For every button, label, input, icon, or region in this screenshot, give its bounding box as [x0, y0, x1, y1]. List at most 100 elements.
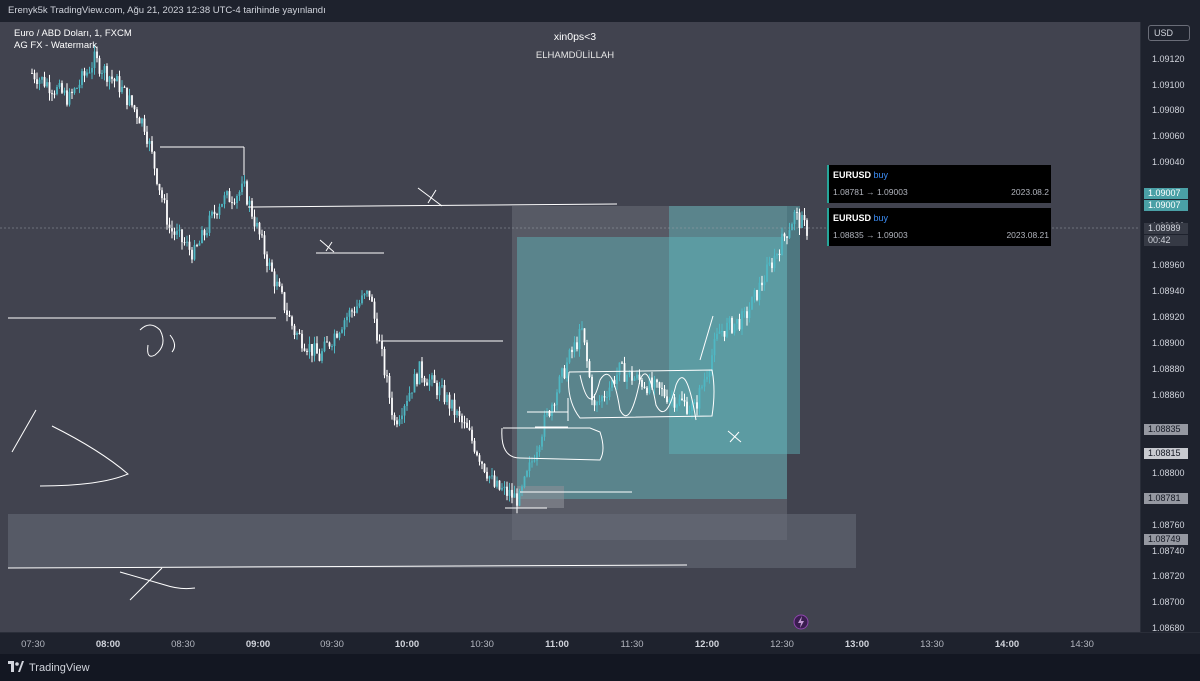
candle: [356, 306, 358, 313]
candle: [326, 341, 328, 343]
candle: [448, 394, 451, 409]
symbol-title[interactable]: Euro / ABD Doları, 1, FXCM: [14, 28, 132, 39]
candle: [428, 379, 431, 386]
candle: [106, 66, 108, 82]
price-tag: 1.08989: [1144, 223, 1188, 234]
price-axis[interactable]: [1140, 22, 1200, 632]
candle: [503, 486, 506, 489]
drawing-path: [11, 409, 37, 453]
position-card-2[interactable]: EURUSD buy 1.08835 → 1.09003 2023.08.21: [827, 208, 1051, 246]
candle: [246, 181, 248, 205]
candle: [446, 394, 448, 403]
price-label: 1.09080: [1152, 105, 1185, 115]
drawing-path: [39, 425, 129, 487]
lightning-bolt-icon: [798, 616, 804, 628]
candle: [548, 410, 551, 416]
candle: [91, 68, 93, 73]
time-label: 10:30: [470, 639, 494, 650]
price-label: 1.08720: [1152, 571, 1185, 581]
candle: [463, 422, 466, 424]
candle: [456, 410, 458, 416]
candle: [706, 376, 708, 380]
currency-button[interactable]: USD: [1148, 25, 1190, 41]
watermark-subtitle: ELHAMDÜLİLLAH: [535, 50, 615, 61]
candle: [213, 211, 216, 215]
candle: [161, 190, 163, 199]
candle: [781, 233, 783, 256]
tradingview-logo[interactable]: TradingView: [8, 661, 90, 674]
candle: [583, 328, 586, 343]
candle: [398, 419, 401, 425]
candle: [551, 404, 553, 416]
candle: [786, 236, 788, 238]
position-card-prices: 1.08835 → 1.09003: [833, 230, 908, 240]
candle: [226, 191, 228, 196]
candle: [331, 346, 333, 348]
chart-canvas[interactable]: [0, 0, 1140, 632]
candle: [653, 379, 656, 388]
candle: [663, 389, 666, 397]
price-label: 1.08800: [1152, 468, 1185, 478]
drawing-path: [579, 373, 697, 421]
stop-zone: [517, 486, 564, 508]
candle: [623, 363, 626, 382]
candle: [708, 371, 711, 377]
candle: [438, 386, 441, 396]
time-label: 11:00: [545, 639, 569, 650]
candle: [486, 471, 488, 479]
candle: [621, 362, 623, 364]
candle: [373, 301, 376, 319]
drawing-line: [699, 315, 714, 361]
candle: [363, 293, 366, 296]
candle: [368, 290, 371, 297]
position-card-1[interactable]: EURUSD buy 1.08781 → 1.09003 2023.08.2: [827, 165, 1051, 203]
price-tag: 1.08749: [1144, 534, 1188, 545]
time-label: 09:00: [245, 639, 271, 650]
candle: [788, 230, 791, 238]
candle: [773, 255, 776, 269]
candle: [196, 245, 198, 247]
candle: [346, 316, 348, 321]
candle: [51, 93, 53, 95]
time-axis[interactable]: [0, 632, 1200, 655]
indicator-title[interactable]: AG FX - Watermark: [14, 40, 98, 51]
drawing-path: [319, 239, 335, 253]
candle: [801, 215, 803, 229]
candle: [558, 376, 561, 393]
position-card-date: 2023.08.2: [1011, 187, 1049, 197]
candle: [308, 343, 311, 352]
price-label: 1.08960: [1152, 260, 1185, 270]
price-label: 1.08760: [1152, 520, 1185, 530]
time-label: 09:30: [320, 639, 344, 650]
candle: [88, 72, 91, 74]
candle: [211, 211, 213, 216]
candle: [793, 211, 796, 225]
candle: [443, 385, 446, 403]
price-label: 1.09040: [1152, 157, 1185, 167]
candle: [403, 405, 406, 416]
price-tag: 1.08815: [1144, 448, 1188, 459]
candle: [386, 375, 388, 377]
candle: [408, 392, 411, 401]
candle: [201, 230, 203, 244]
candle: [471, 429, 473, 441]
candle: [703, 379, 706, 387]
candle: [126, 87, 128, 106]
candle: [581, 328, 583, 330]
candle: [711, 355, 713, 372]
candle: [586, 342, 588, 362]
candle: [618, 362, 621, 375]
candle: [301, 333, 303, 349]
candle: [603, 396, 606, 398]
candle: [616, 374, 618, 385]
candle: [258, 222, 261, 235]
footer-bar: TradingView: [0, 654, 1200, 681]
candle: [761, 282, 763, 286]
candle: [796, 211, 798, 213]
candle: [38, 79, 41, 85]
candle: [296, 332, 298, 336]
price-label: 1.09060: [1152, 131, 1185, 141]
candle: [631, 370, 633, 381]
candle: [286, 310, 288, 315]
candle: [753, 290, 756, 297]
